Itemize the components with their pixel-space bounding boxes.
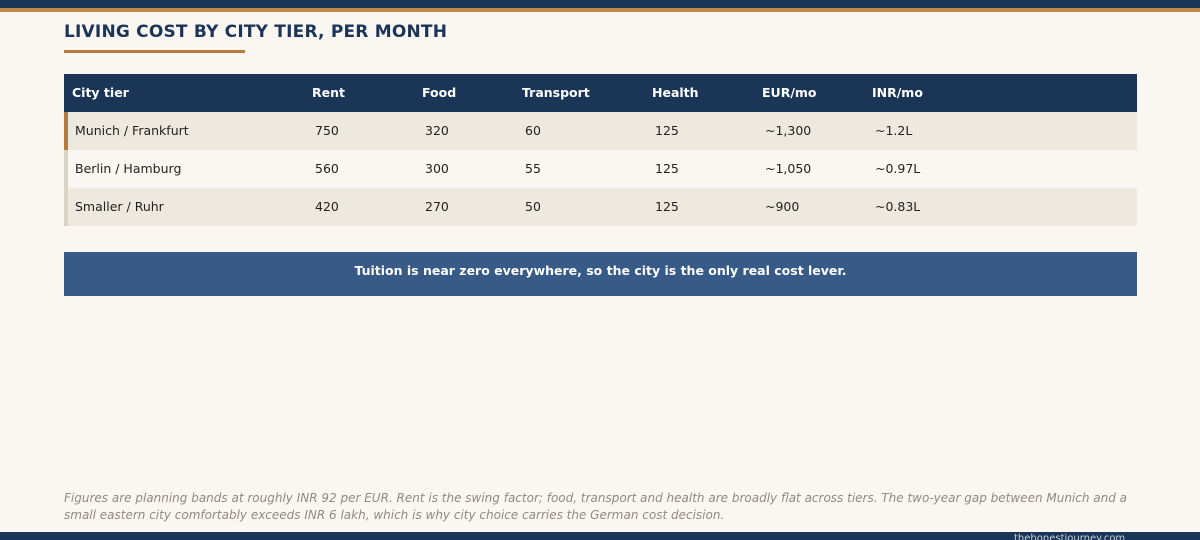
title-underline: [64, 50, 245, 53]
table-cell: 125: [655, 199, 679, 214]
table-cell: 300: [425, 161, 449, 176]
top-bar: [0, 0, 1200, 8]
column-header: City tier: [72, 85, 129, 100]
table-cell: 560: [315, 161, 339, 176]
table-cell: 320: [425, 123, 449, 138]
table-cell: 55: [525, 161, 541, 176]
column-header: Rent: [312, 85, 345, 100]
table-cell: ~1,300: [765, 123, 812, 138]
title: LIVING COST BY CITY TIER, PER MONTH: [64, 22, 448, 42]
table-cell: ~0.97L: [875, 161, 921, 176]
table-cell: 270: [425, 199, 449, 214]
callout: Tuition is near zero everywhere, so the …: [64, 252, 1137, 296]
table-cell: ~900: [765, 199, 800, 214]
footer-url: thehonestjourney.com: [1014, 533, 1126, 540]
column-header: EUR/mo: [762, 85, 817, 100]
table-cell: ~1.2L: [875, 123, 913, 138]
table-cell: 125: [655, 161, 679, 176]
table-cell: 125: [655, 123, 679, 138]
table-cell: Munich / Frankfurt: [75, 123, 189, 138]
top-stripe: [0, 8, 1200, 12]
footnote: Figures are planning bands at roughly IN…: [64, 491, 1128, 522]
table: City tier Rent Food Transport Health EUR/mo IN…: [64, 74, 1137, 226]
table-cell: Smaller / Ruhr: [75, 199, 164, 214]
column-header: Health: [652, 85, 699, 100]
header-row: City tier Rent Food Transport Health EUR/mo IN…: [64, 74, 1137, 112]
table-cell: 420: [315, 199, 339, 214]
column-header: INR/mo: [872, 85, 923, 100]
table-cell: Berlin / Hamburg: [75, 161, 182, 176]
table-row: Munich / Frankfurt 750 320 60 125 ~1,300 ~1.2L: [64, 112, 1137, 150]
column-header: Transport: [522, 85, 590, 100]
table-cell: 60: [525, 123, 541, 138]
table-cell: 50: [525, 199, 541, 214]
bottom-bar: thehonestjourney.com: [0, 532, 1200, 540]
table-row: Smaller / Ruhr 420 270 50 125 ~900 ~0.83L: [64, 188, 1137, 226]
table-cell: ~1,050: [765, 161, 812, 176]
table-cell: 750: [315, 123, 339, 138]
column-header: Food: [422, 85, 457, 100]
table-row: Berlin / Hamburg 560 300 55 125 ~1,050 ~0.97L: [64, 150, 1137, 188]
table-cell: ~0.83L: [875, 199, 921, 214]
